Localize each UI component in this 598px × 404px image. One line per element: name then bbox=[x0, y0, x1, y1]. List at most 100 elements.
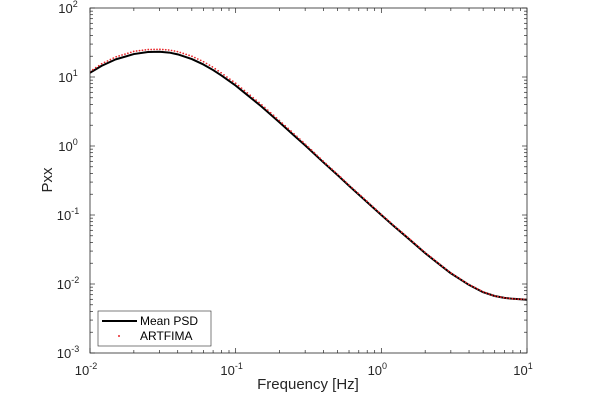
series-point-artfima bbox=[432, 258, 435, 261]
series-point-artfima bbox=[281, 122, 284, 125]
series-point-artfima bbox=[395, 226, 397, 229]
series-point-artfima bbox=[173, 50, 176, 52]
series-point-artfima bbox=[380, 213, 383, 216]
series-point-artfima bbox=[517, 298, 520, 301]
series-point-artfima bbox=[97, 64, 100, 67]
x-tick-label: 10-1 bbox=[220, 361, 242, 378]
series-point-artfima bbox=[499, 296, 502, 299]
series-point-artfima bbox=[462, 279, 464, 282]
series-point-artfima bbox=[494, 295, 496, 297]
series-point-artfima bbox=[263, 106, 266, 109]
series-point-artfima bbox=[124, 53, 126, 56]
series-point-artfima bbox=[199, 59, 202, 62]
series-point-artfima bbox=[121, 54, 123, 56]
y-tick-label: 10-1 bbox=[57, 206, 79, 223]
series-point-artfima bbox=[284, 124, 287, 127]
series-point-artfima bbox=[476, 288, 479, 290]
series-point-artfima bbox=[103, 61, 106, 64]
series-point-artfima bbox=[502, 296, 505, 299]
series-point-artfima bbox=[249, 94, 252, 97]
series-point-artfima bbox=[272, 114, 275, 117]
series-point-artfima bbox=[403, 233, 406, 236]
series-point-artfima bbox=[115, 55, 118, 58]
series-point-artfima bbox=[418, 246, 421, 249]
series-point-artfima bbox=[228, 78, 231, 80]
y-tick-label: 10-2 bbox=[57, 275, 79, 292]
series-point-artfima bbox=[459, 277, 461, 280]
series-point-artfima bbox=[223, 73, 225, 76]
series-point-artfima bbox=[392, 223, 394, 226]
series-point-artfima bbox=[365, 200, 368, 202]
series-point-artfima bbox=[348, 184, 351, 187]
series-point-artfima bbox=[243, 89, 246, 92]
series-point-artfima bbox=[333, 170, 336, 173]
series-point-artfima bbox=[240, 87, 243, 90]
series-point-artfima bbox=[252, 96, 255, 99]
series-point-artfima bbox=[167, 49, 170, 51]
series-point-artfima bbox=[226, 76, 228, 78]
series-point-artfima bbox=[304, 143, 307, 146]
series-point-artfima bbox=[330, 168, 333, 170]
y-tick-label: 102 bbox=[58, 0, 77, 16]
series-point-artfima bbox=[164, 48, 167, 51]
legend-swatch-artfima bbox=[118, 335, 120, 337]
legend-label-artfima: ARTFIMA bbox=[140, 329, 192, 343]
series-point-artfima bbox=[473, 286, 476, 289]
series-point-artfima bbox=[362, 197, 365, 200]
series-point-artfima bbox=[508, 297, 511, 300]
series-point-artfima bbox=[150, 48, 153, 51]
series-point-artfima bbox=[132, 50, 135, 53]
series-point-artfima bbox=[397, 228, 400, 231]
series-point-artfima bbox=[322, 160, 324, 162]
series-point-artfima bbox=[310, 149, 313, 151]
series-point-artfima bbox=[491, 294, 493, 296]
series-point-artfima bbox=[258, 101, 260, 104]
series-point-artfima bbox=[220, 71, 223, 74]
series-point-artfima bbox=[514, 298, 517, 300]
series-layer bbox=[90, 48, 527, 301]
series-point-artfima bbox=[275, 117, 278, 119]
series-point-artfima bbox=[138, 49, 141, 52]
series-point-artfima bbox=[170, 49, 173, 52]
series-point-artfima bbox=[106, 60, 109, 62]
series-point-artfima bbox=[179, 51, 182, 54]
series-point-artfima bbox=[129, 51, 132, 54]
series-point-artfima bbox=[269, 111, 272, 114]
series-point-artfima bbox=[92, 68, 94, 71]
series-point-artfima bbox=[278, 119, 281, 122]
series-point-artfima bbox=[182, 52, 185, 55]
series-point-artfima bbox=[301, 140, 304, 143]
series-point-artfima bbox=[345, 181, 348, 184]
series-point-artfima bbox=[112, 57, 115, 60]
series-point-artfima bbox=[470, 285, 473, 287]
series-point-artfima bbox=[205, 62, 208, 65]
series-point-artfima bbox=[298, 138, 301, 140]
series-point-artfima bbox=[438, 263, 441, 265]
series-point-artfima bbox=[479, 289, 482, 292]
series-point-artfima bbox=[354, 189, 357, 192]
legend-box bbox=[97, 310, 212, 347]
y-tick-label: 10-3 bbox=[57, 344, 79, 361]
series-point-artfima bbox=[147, 48, 150, 51]
series-point-artfima bbox=[444, 267, 447, 270]
series-point-artfima bbox=[368, 202, 371, 205]
series-point-artfima bbox=[374, 208, 377, 210]
series-point-artfima bbox=[424, 251, 426, 254]
series-point-artfima bbox=[406, 236, 409, 239]
series-point-artfima bbox=[383, 216, 386, 218]
series-point-artfima bbox=[159, 48, 161, 51]
series-point-artfima bbox=[156, 48, 158, 51]
y-axis-label: Pxx bbox=[39, 167, 56, 193]
series-point-artfima bbox=[496, 295, 499, 298]
series-point-artfima bbox=[118, 55, 121, 57]
x-axis-label: Frequency [Hz] bbox=[257, 376, 359, 393]
series-point-artfima bbox=[307, 146, 310, 149]
series-point-artfima bbox=[185, 53, 188, 56]
series-point-artfima bbox=[141, 49, 144, 52]
series-point-artfima bbox=[357, 192, 359, 195]
series-point-artfima bbox=[467, 283, 470, 286]
series-point-artfima bbox=[488, 293, 491, 295]
series-point-artfima bbox=[100, 62, 103, 65]
